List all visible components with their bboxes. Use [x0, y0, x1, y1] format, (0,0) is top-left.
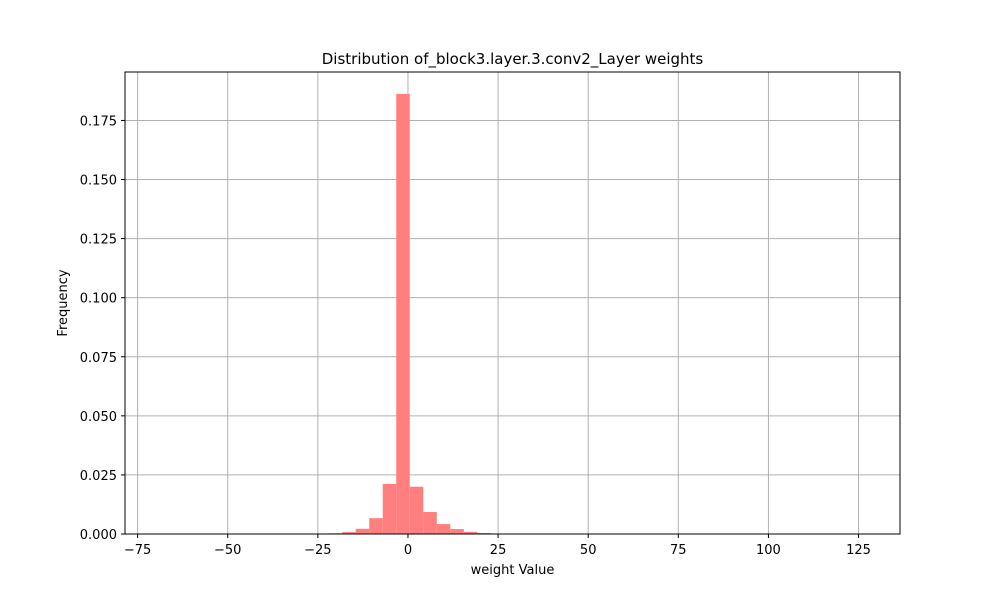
- histogram-bar: [409, 486, 424, 534]
- histogram-bar: [342, 532, 356, 534]
- grid-lines: [125, 72, 900, 535]
- x-tick-label: −75: [124, 543, 151, 558]
- y-tick-label: 0.175: [80, 114, 117, 129]
- histogram-bar: [369, 518, 383, 534]
- x-tick-label: −50: [214, 543, 241, 558]
- x-axis-ticks: −75 −50 −25 0 25 50 75 100 125: [124, 534, 871, 558]
- histogram-bars: [328, 93, 491, 535]
- y-tick-label: 0.125: [80, 233, 117, 248]
- x-tick-label: 125: [846, 543, 871, 558]
- x-tick-label: 0: [404, 543, 412, 558]
- y-tick-label: 0.150: [80, 174, 117, 189]
- y-tick-label: 0.025: [80, 469, 117, 484]
- x-tick-label: 50: [580, 543, 597, 558]
- histogram-bar: [355, 528, 370, 534]
- histogram-bar: [423, 512, 437, 534]
- y-tick-label: 0.100: [80, 292, 117, 307]
- y-axis-label: Frequency: [56, 269, 71, 336]
- y-tick-label: 0.050: [80, 410, 117, 425]
- histogram-bar: [436, 524, 451, 534]
- plot-frame: [124, 71, 901, 535]
- x-tick-label: −25: [304, 543, 331, 558]
- x-tick-label: 25: [490, 543, 507, 558]
- histogram-bar: [382, 483, 397, 534]
- y-tick-label: 0.000: [80, 528, 117, 543]
- x-tick-label: 75: [670, 543, 687, 558]
- histogram-bar: [450, 529, 464, 534]
- chart-title: Distribution of_block3.layer.3.conv2_Lay…: [322, 50, 704, 69]
- histogram-bar: [463, 531, 478, 534]
- x-tick-label: 100: [756, 543, 781, 558]
- y-axis-ticks: 0.000 0.025 0.050 0.075 0.100 0.125 0.150 0.175: [80, 114, 125, 543]
- y-tick-label: 0.075: [80, 351, 117, 366]
- x-axis-label: weight Value: [471, 563, 555, 578]
- histogram-bar: [396, 93, 410, 535]
